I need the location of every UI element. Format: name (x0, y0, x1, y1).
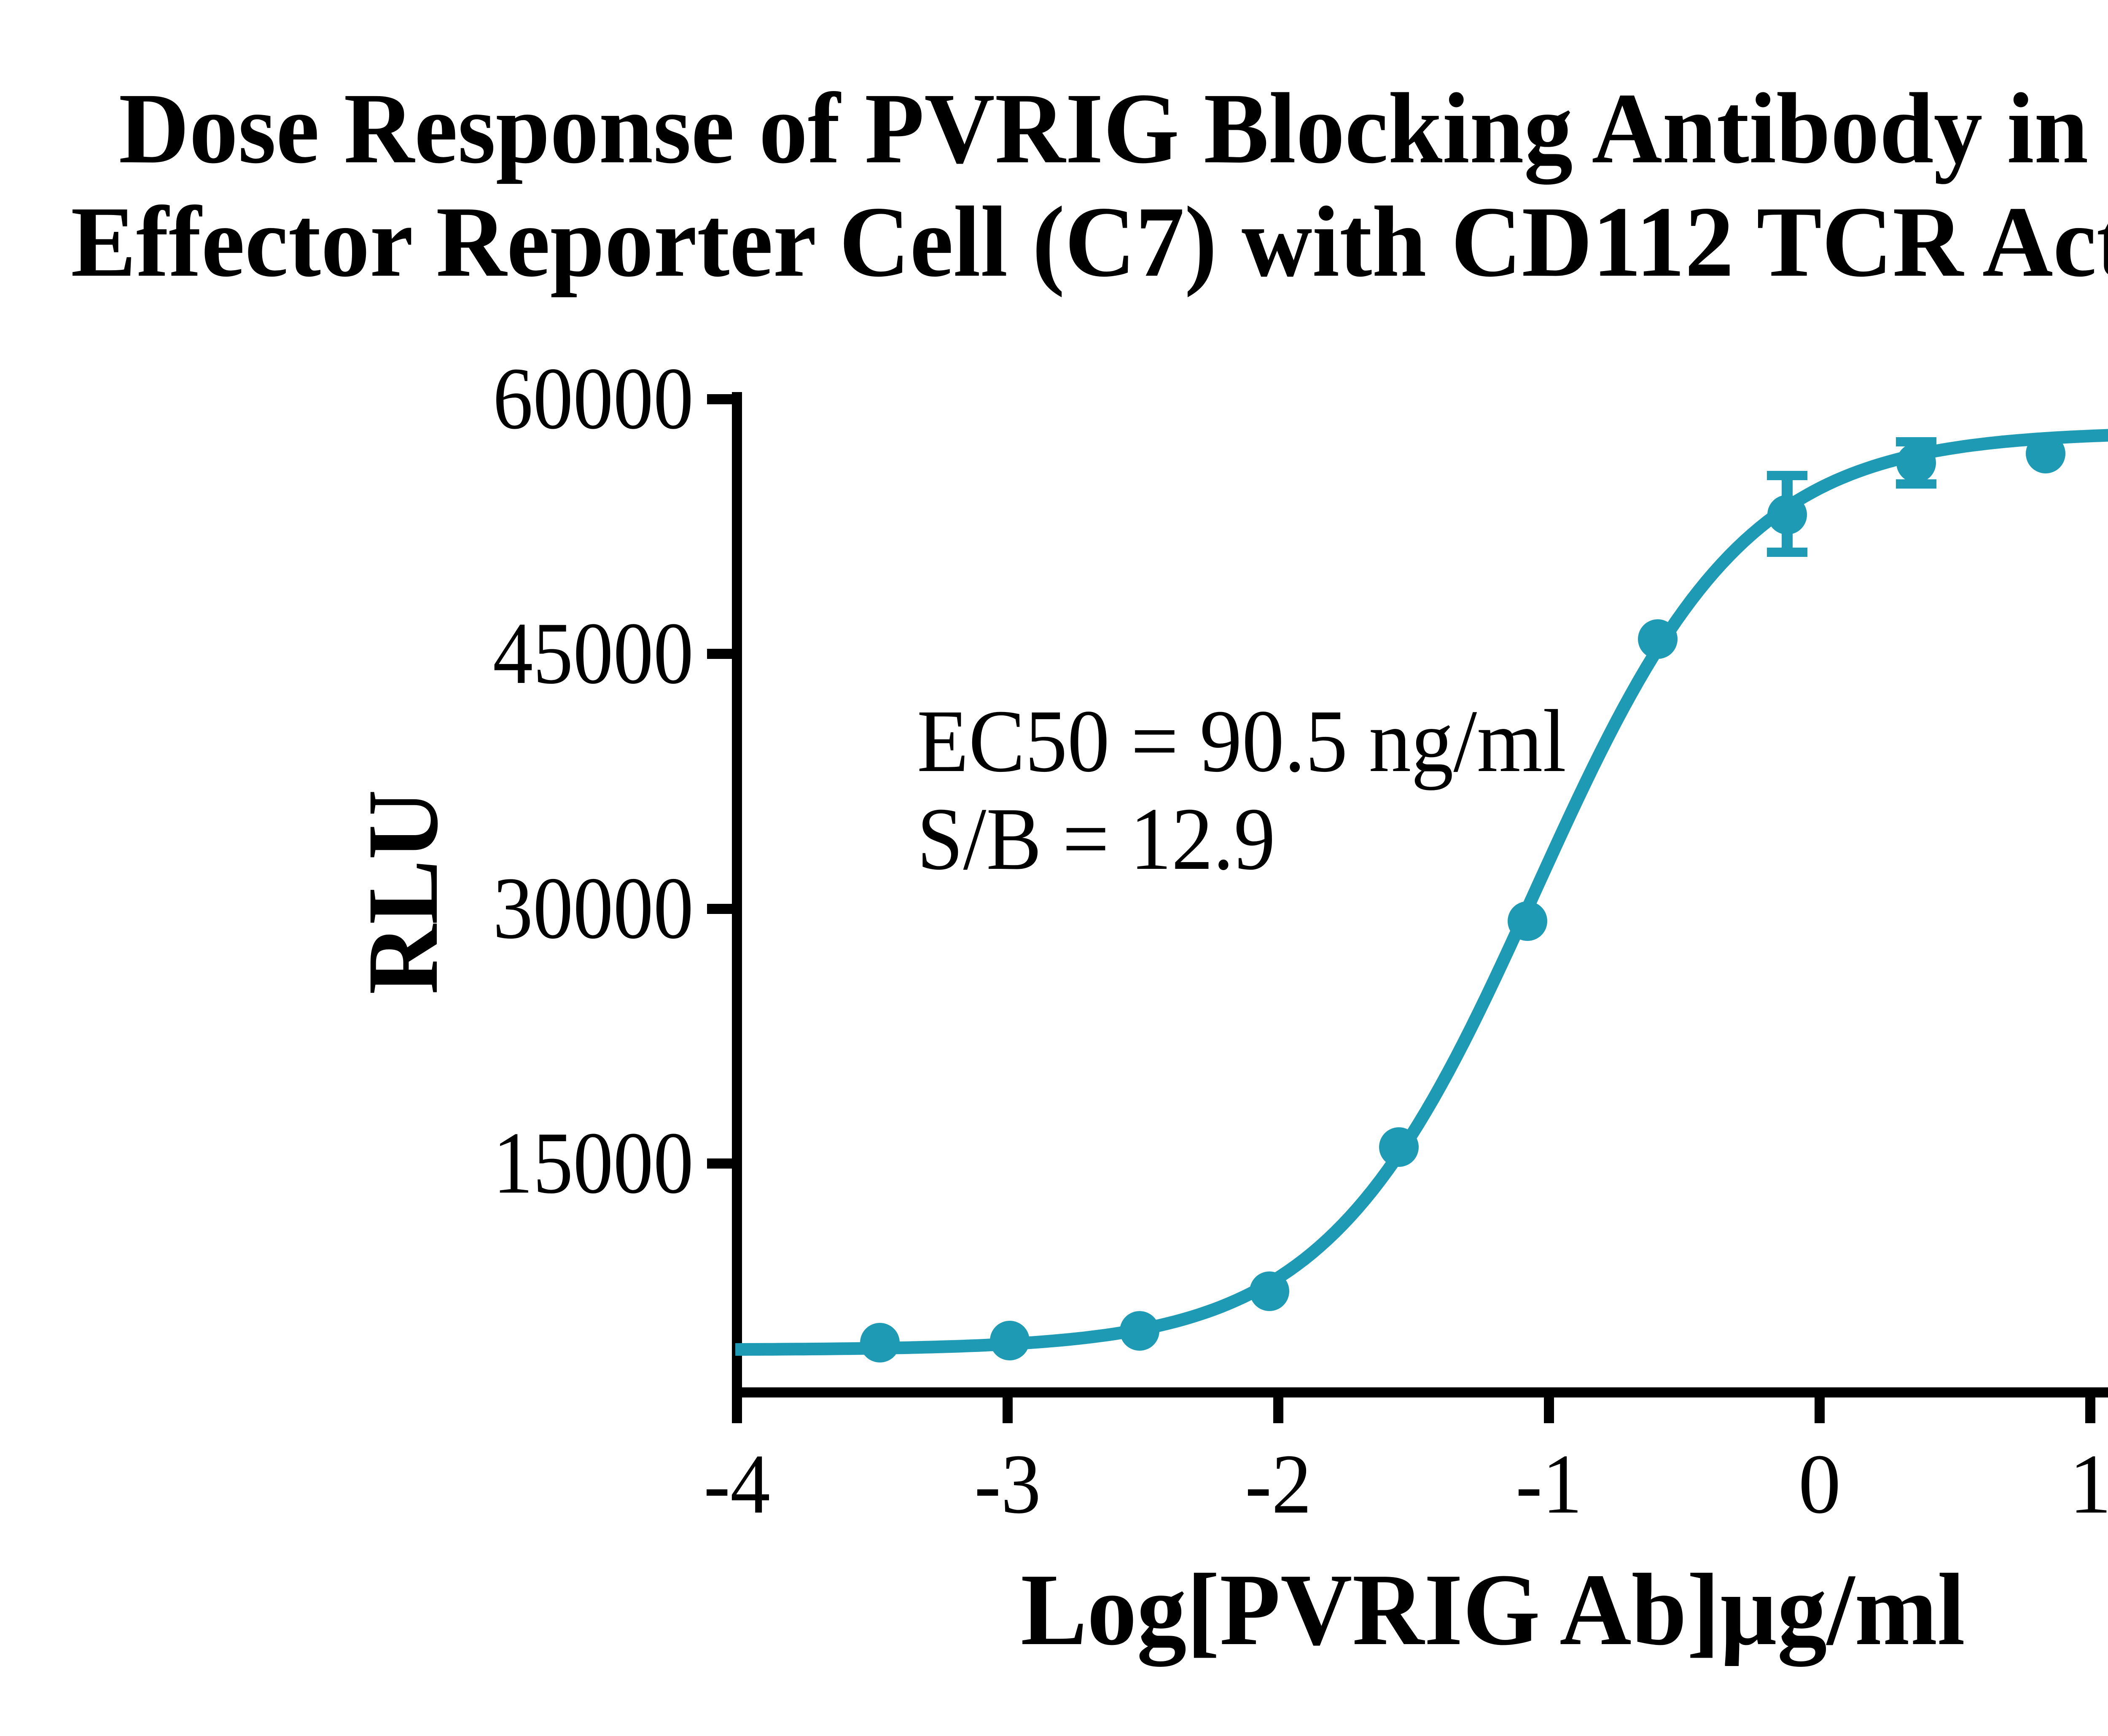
svg-text:-2: -2 (1245, 1437, 1312, 1531)
svg-text:EC50 = 90.5 ng/ml: EC50 = 90.5 ng/ml (917, 691, 1566, 790)
svg-text:-4: -4 (704, 1437, 770, 1531)
svg-text:45000: 45000 (493, 605, 694, 702)
svg-text:30000: 30000 (493, 860, 694, 957)
svg-text:Effector Reporter Cell (C7) wi: Effector Reporter Cell (C7) with CD112 T… (71, 185, 2108, 298)
svg-text:15000: 15000 (493, 1114, 694, 1212)
svg-text:60000: 60000 (493, 350, 694, 448)
svg-text:-1: -1 (1516, 1437, 1582, 1531)
svg-text:-3: -3 (974, 1437, 1041, 1531)
svg-text:S/B = 12.9: S/B = 12.9 (917, 789, 1275, 888)
svg-text:1: 1 (2069, 1437, 2108, 1531)
svg-text:Log[PVRIG Ab]µg/ml: Log[PVRIG Ab]µg/ml (1021, 1553, 1965, 1667)
svg-text:0: 0 (1799, 1437, 1841, 1531)
svg-text:Dose Response of PVRIG Blockin: Dose Response of PVRIG Blocking Antibody… (119, 72, 2108, 185)
svg-text:RLU: RLU (347, 790, 459, 994)
